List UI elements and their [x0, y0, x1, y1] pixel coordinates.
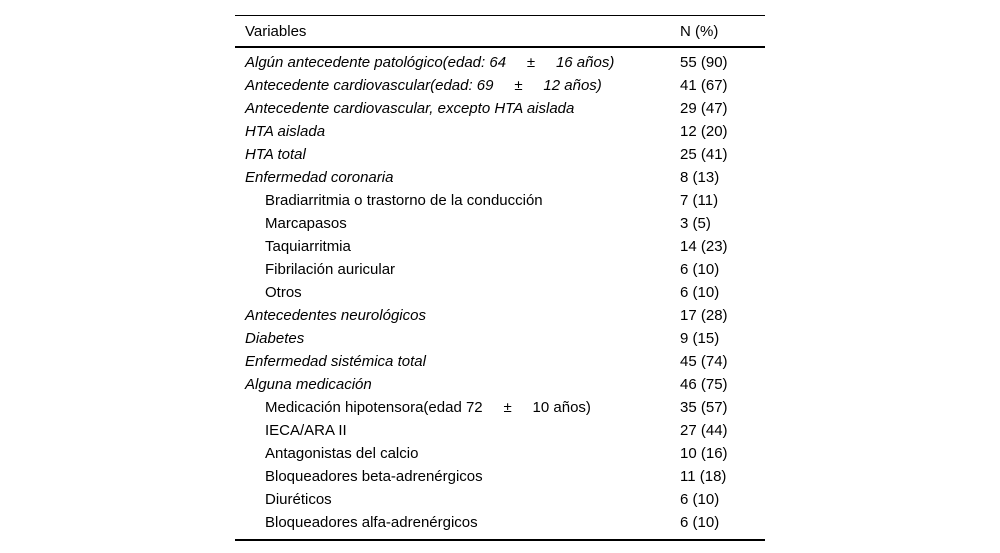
table-row: Alguna medicación 46 (75)	[235, 373, 765, 396]
row-n-percent-value: 6 (10)	[680, 514, 720, 531]
row-variable-label: Algún antecedente patológico(edad: 64 ± …	[245, 54, 615, 71]
table-row: Bloqueadores beta-adrenérgicos 11 (18)	[235, 465, 765, 488]
row-n-percent-value: 27 (44)	[680, 422, 728, 439]
row-variable-label: Antecedentes neurológicos	[245, 307, 426, 324]
row-n-percent-value: 17 (28)	[680, 307, 728, 324]
header-n-percent: N (%)	[680, 22, 719, 40]
row-variable-label: Diabetes	[245, 330, 305, 347]
row-variable-label: Bradiarritmia o trastorno de la conducci…	[265, 192, 543, 209]
table-row: Antecedente cardiovascular, excepto HTA …	[235, 97, 765, 120]
row-n-percent-value: 8 (13)	[680, 169, 720, 186]
row-n-percent-value: 9 (15)	[680, 330, 720, 347]
table-row: Antecedentes neurológicos 17 (28)	[235, 304, 765, 327]
row-n-percent-value: 3 (5)	[680, 215, 711, 232]
table-row: Antagonistas del calcio 10 (16)	[235, 442, 765, 465]
header-variables: Variables	[245, 22, 307, 40]
row-variable-label: IECA/ARA II	[265, 422, 347, 439]
table-row: Diabetes 9 (15)	[235, 327, 765, 350]
row-n-percent-value: 29 (47)	[680, 100, 728, 117]
row-variable-label: Taquiarritmia	[265, 238, 351, 255]
row-variable-label: Fibrilación auricular	[265, 261, 396, 278]
row-n-percent-value: 35 (57)	[680, 399, 728, 416]
table-row: HTA total 25 (41)	[235, 143, 765, 166]
table-row: Taquiarritmia 14 (23)	[235, 235, 765, 258]
row-n-percent-value: 6 (10)	[680, 491, 720, 508]
table-row: Otros 6 (10)	[235, 281, 765, 304]
row-n-percent-value: 6 (10)	[680, 284, 720, 301]
table-row: Medicación hipotensora(edad 72 ± 10 años…	[235, 396, 765, 419]
row-variable-label: Marcapasos	[265, 215, 347, 232]
table-row: IECA/ARA II 27 (44)	[235, 419, 765, 442]
row-n-percent-value: 10 (16)	[680, 445, 728, 462]
row-variable-label: Alguna medicación	[245, 376, 372, 393]
table-body: Algún antecedente patológico(edad: 64 ± …	[235, 48, 765, 539]
row-variable-label: Medicación hipotensora(edad 72 ± 10 años…	[265, 399, 591, 416]
variables-statistics-table: Variables N (%) Algún antecedente patoló…	[235, 15, 765, 541]
row-n-percent-value: 6 (10)	[680, 261, 720, 278]
row-n-percent-value: 55 (90)	[680, 54, 728, 71]
table-row: Algún antecedente patológico(edad: 64 ± …	[235, 51, 765, 74]
row-n-percent-value: 46 (75)	[680, 376, 728, 393]
row-variable-label: Antagonistas del calcio	[265, 445, 419, 462]
row-variable-label: Antecedente cardiovascular, excepto HTA …	[245, 100, 575, 117]
table-row: Bloqueadores alfa-adrenérgicos 6 (10)	[235, 511, 765, 534]
row-variable-label: Bloqueadores beta-adrenérgicos	[265, 468, 483, 485]
table-row: Enfermedad coronaria 8 (13)	[235, 166, 765, 189]
table-row: HTA aislada 12 (20)	[235, 120, 765, 143]
row-variable-label: Otros	[265, 284, 302, 301]
row-n-percent-value: 11 (18)	[680, 468, 727, 485]
row-n-percent-value: 41 (67)	[680, 77, 728, 94]
table-row: Marcapasos 3 (5)	[235, 212, 765, 235]
table-row: Fibrilación auricular 6 (10)	[235, 258, 765, 281]
row-n-percent-value: 12 (20)	[680, 123, 728, 140]
row-variable-label: Enfermedad sistémica total	[245, 353, 426, 370]
row-n-percent-value: 45 (74)	[680, 353, 728, 370]
row-variable-label: Diuréticos	[265, 491, 332, 508]
table-row: Diuréticos 6 (10)	[235, 488, 765, 511]
row-n-percent-value: 25 (41)	[680, 146, 728, 163]
row-variable-label: Bloqueadores alfa-adrenérgicos	[265, 514, 478, 531]
row-variable-label: HTA aislada	[245, 123, 326, 140]
row-variable-label: Antecedente cardiovascular(edad: 69 ± 12…	[245, 77, 602, 94]
table-row: Enfermedad sistémica total 45 (74)	[235, 350, 765, 373]
table-header-row: Variables N (%)	[235, 16, 765, 48]
row-n-percent-value: 7 (11)	[680, 192, 719, 209]
row-variable-label: Enfermedad coronaria	[245, 169, 394, 186]
row-n-percent-value: 14 (23)	[680, 238, 728, 255]
table-row: Bradiarritmia o trastorno de la conducci…	[235, 189, 765, 212]
row-variable-label: HTA total	[245, 146, 306, 163]
table-row: Antecedente cardiovascular(edad: 69 ± 12…	[235, 74, 765, 97]
